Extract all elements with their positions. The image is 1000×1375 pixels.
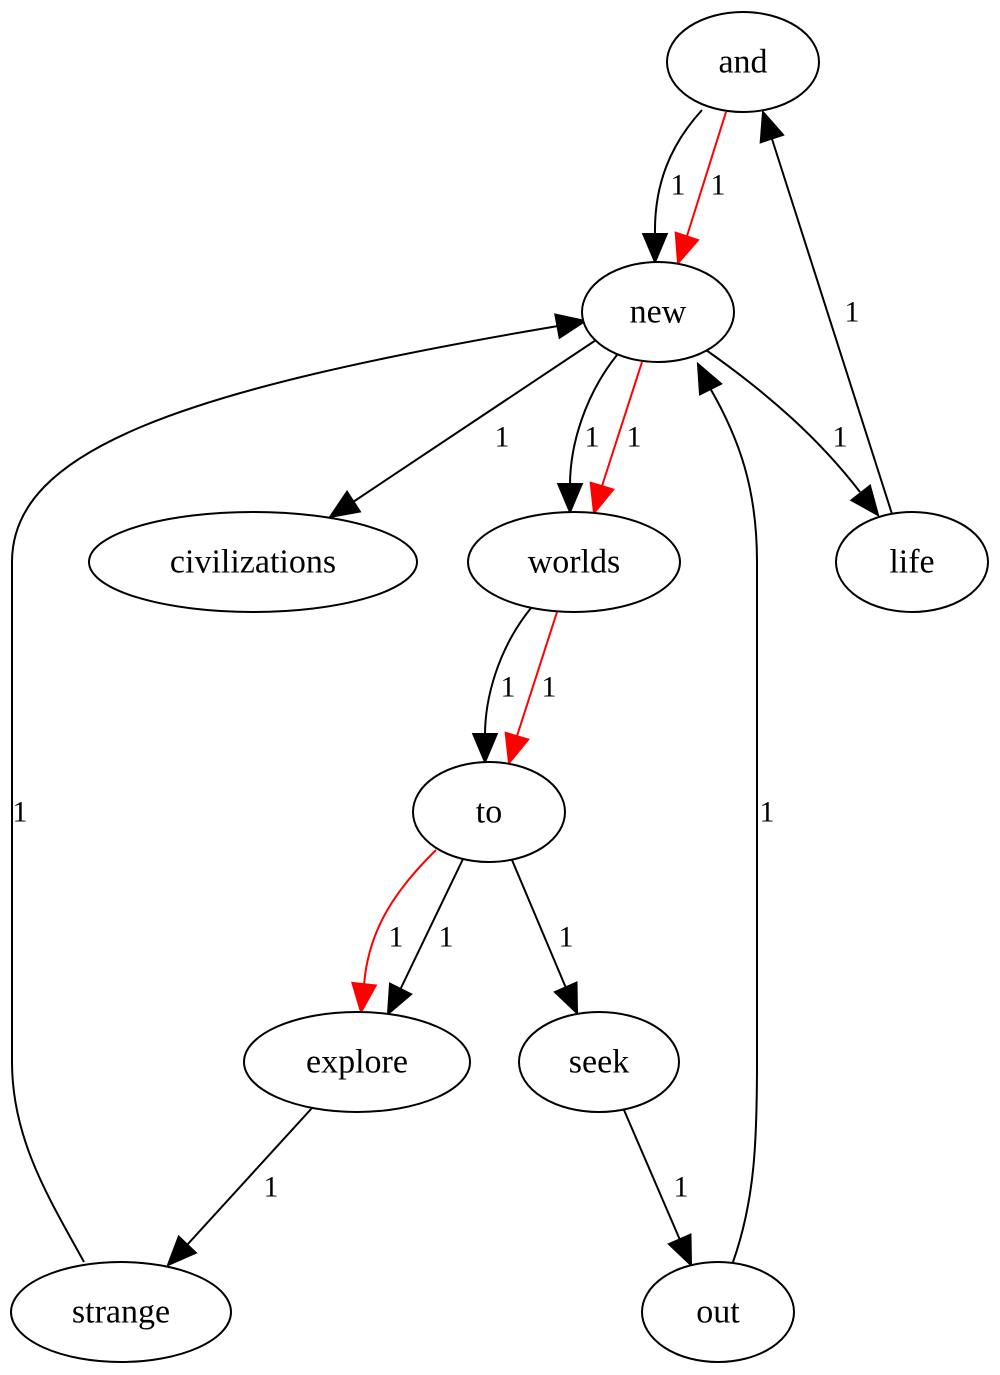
- node-and: and: [666, 11, 820, 113]
- edge-weight-label: 1: [833, 421, 848, 454]
- edges-layer: 1 11 1 1 111 11 1 11 11 1: [11, 109, 893, 1268]
- edge-weight-label: 1: [627, 421, 642, 454]
- edge-new-to-worlds-highlighted: 1: [589, 361, 643, 516]
- node-ellipse: [581, 261, 735, 363]
- edge-weight-label: 1: [389, 921, 404, 954]
- arrowhead-icon: [327, 490, 362, 519]
- arrowhead-icon: [674, 231, 700, 266]
- node-strange: strange: [10, 1261, 232, 1363]
- arrowhead-icon: [554, 313, 588, 340]
- arrowhead-icon: [696, 361, 723, 396]
- node-label: life: [889, 544, 934, 581]
- node-out: out: [641, 1261, 795, 1363]
- edge-seek-to-out: 1: [623, 1109, 693, 1268]
- edge-weight-label: 1: [542, 671, 557, 704]
- edge-and-to-new: 1: [641, 109, 703, 265]
- arrowhead-icon: [667, 1233, 693, 1268]
- arrowhead-icon: [849, 483, 880, 518]
- edge-line: [352, 339, 597, 503]
- edge-weight-label: 1: [264, 1171, 279, 1204]
- edge-strange-to-new: 1: [11, 313, 588, 1263]
- edge-line: [511, 859, 567, 989]
- node-worlds: worlds: [467, 511, 681, 613]
- edge-and-to-new-highlighted: 1: [674, 111, 727, 266]
- edge-new-to-civilizations: 1: [327, 339, 597, 519]
- node-label: out: [696, 1294, 740, 1331]
- node-ellipse: [666, 11, 820, 113]
- edge-worlds-to-to: 1: [471, 607, 532, 765]
- node-label: to: [476, 794, 502, 831]
- edge-line: [601, 361, 643, 487]
- arrowhead-icon: [351, 981, 378, 1015]
- node-label: worlds: [528, 544, 621, 581]
- edge-weight-label: 1: [674, 1171, 689, 1204]
- node-label: new: [630, 294, 687, 331]
- node-label: strange: [72, 1294, 170, 1331]
- edge-weight-label: 1: [495, 421, 510, 454]
- node-label: and: [718, 44, 767, 81]
- arrowhead-icon: [759, 109, 785, 144]
- arrowhead-icon: [504, 731, 530, 766]
- node-ellipse: [641, 1261, 795, 1363]
- edge-line: [399, 858, 464, 991]
- edge-weight-label: 1: [13, 796, 28, 829]
- edge-line: [363, 849, 437, 986]
- node-ellipse: [243, 1011, 471, 1113]
- edge-weight-label: 1: [585, 421, 600, 454]
- arrowhead-icon: [556, 483, 584, 515]
- arrowhead-icon: [589, 481, 615, 516]
- arrowhead-icon: [471, 733, 499, 765]
- node-label: seek: [569, 1044, 629, 1081]
- node-civilizations: civilizations: [88, 511, 418, 613]
- edge-line: [11, 325, 559, 1263]
- edge-weight-label: 1: [559, 921, 574, 954]
- edge-new-to-worlds: 1: [556, 354, 618, 515]
- node-ellipse: [518, 1011, 680, 1113]
- edge-weight-label: 1: [671, 169, 686, 202]
- node-ellipse: [467, 511, 681, 613]
- edge-line: [653, 109, 703, 236]
- node-explore: explore: [243, 1011, 471, 1113]
- edge-line: [516, 611, 558, 737]
- arrowhead-icon: [641, 233, 669, 265]
- node-ellipse: [88, 511, 418, 613]
- edge-to-to-seek: 1: [511, 859, 579, 1016]
- edge-line: [484, 607, 532, 736]
- edge-life-to-and: 1: [759, 109, 893, 515]
- arrowhead-icon: [166, 1234, 198, 1267]
- edge-weight-label: 1: [845, 296, 860, 329]
- edge-weight-label: 1: [760, 796, 775, 829]
- node-seek: seek: [518, 1011, 680, 1113]
- arrowhead-icon: [386, 982, 413, 1017]
- edge-to-to-explore-highlighted: 1: [351, 849, 437, 1015]
- node-ellipse: [412, 761, 566, 863]
- node-life: life: [835, 511, 989, 613]
- edge-worlds-to-to-highlighted: 1: [504, 611, 558, 766]
- node-new: new: [581, 261, 735, 363]
- edge-line: [705, 349, 861, 493]
- edge-line: [623, 1109, 681, 1241]
- edge-explore-to-strange: 1: [166, 1107, 313, 1267]
- edge-weight-label: 1: [711, 169, 726, 202]
- edge-line: [771, 138, 893, 515]
- node-ellipse: [835, 511, 989, 613]
- node-to: to: [412, 761, 566, 863]
- node-label: civilizations: [170, 544, 336, 581]
- edge-line: [186, 1107, 313, 1246]
- arrowhead-icon: [553, 981, 579, 1016]
- node-label: explore: [306, 1044, 408, 1081]
- edge-line: [569, 354, 618, 486]
- edge-out-to-new: 1: [696, 361, 775, 1263]
- edge-weight-label: 1: [439, 921, 454, 954]
- node-ellipse: [10, 1261, 232, 1363]
- edge-line: [709, 387, 758, 1263]
- nodes-layer: and new civilizations worlds life to explore se…: [10, 11, 989, 1363]
- edge-line: [686, 111, 727, 237]
- edge-new-to-life: 1: [705, 349, 880, 518]
- edge-to-to-explore: 1: [386, 858, 464, 1017]
- edge-weight-label: 1: [501, 671, 516, 704]
